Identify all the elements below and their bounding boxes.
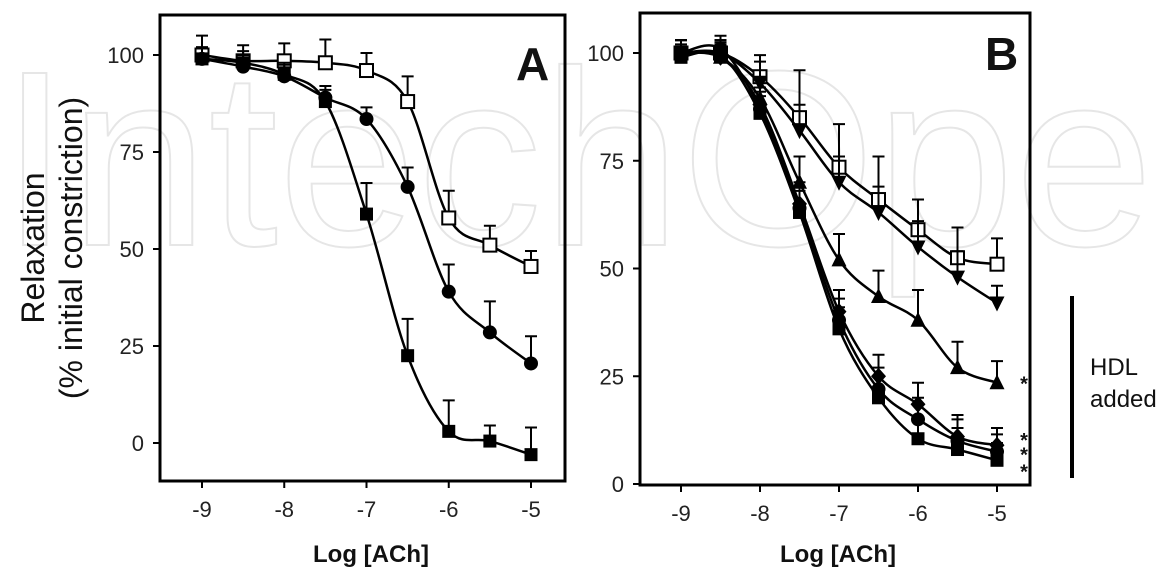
panel-b-data-point xyxy=(831,175,847,191)
watermark-text: IntechOpen xyxy=(0,19,1168,298)
panel-a-x-tick-label: -9 xyxy=(192,497,212,522)
panel-b-y-tick-label: 50 xyxy=(600,257,624,282)
panel-b-frame xyxy=(638,11,1032,487)
panel-b-series-line xyxy=(680,44,998,453)
panel-a-data-point xyxy=(442,424,456,438)
panel-b-data-point xyxy=(910,311,926,327)
panel-b-significance-mark: * xyxy=(1020,461,1028,483)
panel-a-x-tick-label: -6 xyxy=(439,497,459,522)
panel-b-data-point xyxy=(951,443,964,457)
panel-a-data-point xyxy=(318,95,332,109)
panel-a-plot: -9 -8 -7 -6 -5 0 25 50 75 100 xyxy=(107,34,541,522)
panel-b-series-filled-square xyxy=(674,41,1004,467)
panel-b-significance-mark: * xyxy=(1020,445,1028,467)
panel-b-data-point xyxy=(950,359,965,375)
panel-b-x-tick-label: -7 xyxy=(829,501,849,526)
panel-b-data-point xyxy=(714,48,727,62)
panel-a-data-point xyxy=(359,112,374,127)
panel-a-data-point xyxy=(483,434,497,448)
panel-a-data-point xyxy=(360,207,373,221)
hdl-annotation-line2: added xyxy=(1090,386,1157,413)
panel-b-y-tick-label: 0 xyxy=(612,472,624,497)
panel-a-data-point xyxy=(482,325,497,340)
panel-b-y-tick-label: 100 xyxy=(587,41,624,66)
panel-a-data-point xyxy=(400,179,415,194)
panel-b-data-point xyxy=(793,205,806,219)
panel-a: A Log [ACh] -9 -8 -7 -6 -5 0 25 50 75 100 xyxy=(107,13,567,568)
panel-a-x-tick-label: -8 xyxy=(274,497,294,522)
panel-a-data-point xyxy=(400,94,416,110)
panel-b-data-point xyxy=(911,432,925,446)
panel-b-x-axis-title: Log [ACh] xyxy=(780,541,896,568)
panel-a-data-point xyxy=(441,210,457,226)
panel-a-y-tick-label: 75 xyxy=(120,140,144,165)
panel-a-data-point xyxy=(482,237,498,253)
panel-b-data-point xyxy=(831,251,847,267)
panel-b-data-point xyxy=(950,270,965,286)
panel-a-data-point xyxy=(317,55,333,71)
y-axis-title-line1: Relaxation xyxy=(15,172,51,323)
panel-b-data-point xyxy=(990,453,1004,467)
panel-a-data-point xyxy=(524,356,538,371)
panel-b-data-point xyxy=(989,256,1005,272)
hdl-annotation-line1: HDL xyxy=(1090,354,1138,381)
panel-a-series-line xyxy=(201,57,532,456)
panel-a-data-point xyxy=(401,349,415,363)
panel-a-y-tick-label: 100 xyxy=(107,43,144,68)
panel-b-data-point xyxy=(989,296,1005,312)
y-axis-title-line2: (% initial constriction) xyxy=(53,97,89,399)
panel-b-data-point xyxy=(872,391,885,405)
panel-b-data-point xyxy=(910,240,926,256)
panel-a-x-tick-label: -5 xyxy=(521,497,541,522)
panel-b-x-tick-label: -5 xyxy=(987,501,1007,526)
panel-b-y-tick-label: 75 xyxy=(600,149,624,174)
panel-b-data-point xyxy=(792,124,807,140)
panel-a-data-point xyxy=(195,52,209,66)
panel-a-data-point xyxy=(236,56,250,70)
panel-b-data-point xyxy=(989,374,1005,390)
panel-b-data-point xyxy=(753,106,767,120)
panel-a-data-point xyxy=(524,448,538,462)
panel-a-label: A xyxy=(516,38,549,90)
panel-b-data-point xyxy=(871,205,886,221)
panel-a-data-point xyxy=(523,258,539,274)
panel-a-data-point xyxy=(277,67,291,81)
panel-b-significance-mark: * xyxy=(1020,374,1028,396)
panel-a-data-point xyxy=(441,284,456,299)
panel-b-label: B xyxy=(985,28,1018,80)
panel-b-data-point xyxy=(674,50,688,64)
panel-a-y-tick-label: 25 xyxy=(120,334,144,359)
panel-a-x-tick-label: -7 xyxy=(357,497,377,522)
panel-a-data-point xyxy=(359,63,374,79)
panel-a-y-tick-label: 0 xyxy=(132,431,144,456)
panel-b-significance-mark: * xyxy=(1020,430,1028,452)
panel-b-data-point xyxy=(832,322,846,336)
panel-b-series-line xyxy=(680,50,998,462)
panel-a-series-filled-square xyxy=(195,46,538,462)
panel-b-x-tick-label: -9 xyxy=(671,501,691,526)
panel-a-x-axis-title: Log [ACh] xyxy=(313,541,429,568)
panel-b-x-tick-label: -6 xyxy=(908,501,928,526)
panel-a-y-tick-label: 50 xyxy=(120,237,144,262)
panel-b-y-tick-label: 25 xyxy=(600,364,624,389)
panel-b-data-point xyxy=(871,288,886,304)
panel-b-x-tick-label: -8 xyxy=(750,501,770,526)
